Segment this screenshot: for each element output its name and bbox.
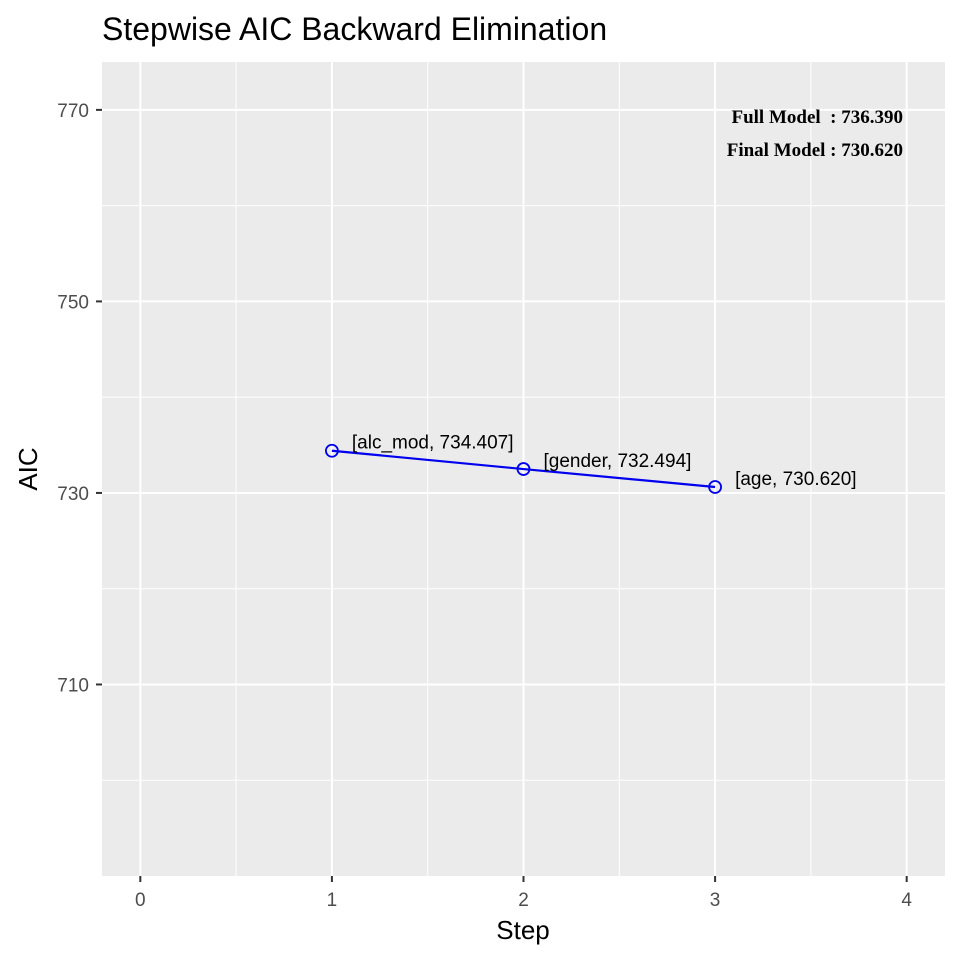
y-tick-labels: 710 730 750 770 (57, 101, 89, 697)
data-point (516, 462, 531, 476)
y-tick-label: 750 (57, 292, 89, 313)
x-tick-label: 3 (710, 890, 721, 911)
data-label: [alc_mod, 734.407] (352, 433, 514, 454)
data-point (325, 443, 339, 458)
summary-final-model: Final Model : 730.620 (727, 140, 903, 161)
x-tick-labels: 0 1 2 3 4 (135, 890, 912, 911)
x-tick-label: 2 (518, 890, 529, 911)
y-tick-label: 710 (57, 675, 89, 696)
x-tick-label: 1 (327, 890, 338, 911)
data-label: [gender, 732.494] (544, 451, 692, 472)
summary-full-model: Full Model : 736.390 (731, 107, 903, 128)
x-tick-label: 0 (135, 890, 146, 911)
data-point (708, 480, 722, 494)
chart-title: Stepwise AIC Backward Elimination (102, 11, 607, 47)
y-axis-title: AIC (13, 447, 43, 490)
series-aic (325, 443, 722, 494)
axis-ticks (96, 108, 908, 882)
point-labels: [alc_mod, 734.407] [gender, 732.494] [age,… (352, 433, 857, 490)
x-tick-label: 4 (901, 890, 912, 911)
y-tick-label: 730 (57, 484, 89, 505)
y-tick-label: 770 (57, 101, 89, 122)
series-line (331, 449, 716, 489)
data-label: [age, 730.620] (735, 469, 857, 490)
x-axis-title: Step (496, 915, 550, 945)
